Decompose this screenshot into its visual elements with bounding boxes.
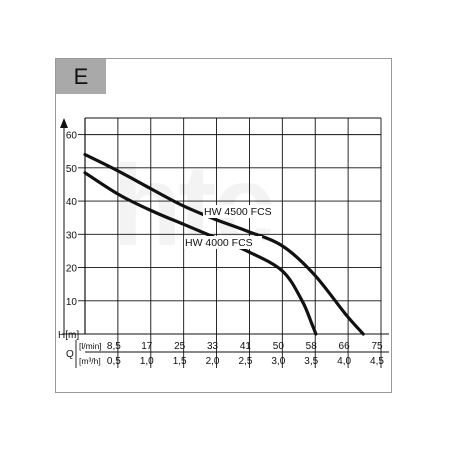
x-tick-label-primary: 58	[306, 341, 318, 352]
x-tick-label-secondary: 4,0	[337, 356, 351, 367]
y-tick-label: 20	[66, 264, 78, 275]
x-axis-label: Q	[66, 349, 74, 360]
x-tick-label-secondary: 3,0	[271, 356, 285, 367]
chart-frame	[55, 58, 392, 393]
panel-label-badge: E	[56, 59, 106, 94]
x-tick-label-secondary: 0,5	[107, 356, 121, 367]
x-tick-label-primary: 25	[174, 341, 186, 352]
x-tick-label-secondary: 3,5	[304, 356, 318, 367]
x-tick-label-secondary: 1,0	[140, 356, 154, 367]
x-tick-label-secondary: 1,5	[173, 356, 187, 367]
series-label-background	[184, 236, 262, 249]
x-tick-label-secondary: 2,5	[238, 356, 252, 367]
y-axis-label: H[m]	[58, 330, 79, 341]
x-tick-label-primary: 33	[207, 341, 219, 352]
x-tick-label-primary: 8,5	[107, 341, 121, 352]
series-curve-hw-4500-fcs	[83, 153, 365, 336]
y-tick-label: 60	[66, 131, 78, 142]
series-label-hw-4000-fcs: HW 4000 FCS	[185, 237, 253, 249]
series-curve-hw-4000-fcs	[83, 171, 318, 336]
y-tick-label: 40	[66, 197, 78, 208]
panel-label: E	[73, 63, 89, 89]
x-unit-primary-label: [l/min]	[79, 341, 102, 351]
y-tick-label: 10	[66, 297, 78, 308]
y-tick-label: 30	[66, 230, 78, 241]
x-tick-label-primary: 66	[339, 341, 351, 352]
series-label-background	[203, 205, 281, 218]
y-tick-label: 50	[66, 164, 78, 175]
x-tick-label-secondary: 4,5	[370, 356, 384, 367]
y-axis-arrow-head	[60, 118, 68, 128]
x-tick-label-primary: 50	[273, 341, 285, 352]
x-tick-label-secondary: 2,0	[206, 356, 220, 367]
x-tick-label-primary: 75	[371, 341, 383, 352]
x-tick-label-primary: 17	[141, 341, 153, 352]
x-unit-secondary-label: [m³/h]	[79, 356, 101, 366]
x-tick-label-primary: 41	[240, 341, 252, 352]
series-label-hw-4500-fcs: HW 4500 FCS	[204, 206, 272, 218]
